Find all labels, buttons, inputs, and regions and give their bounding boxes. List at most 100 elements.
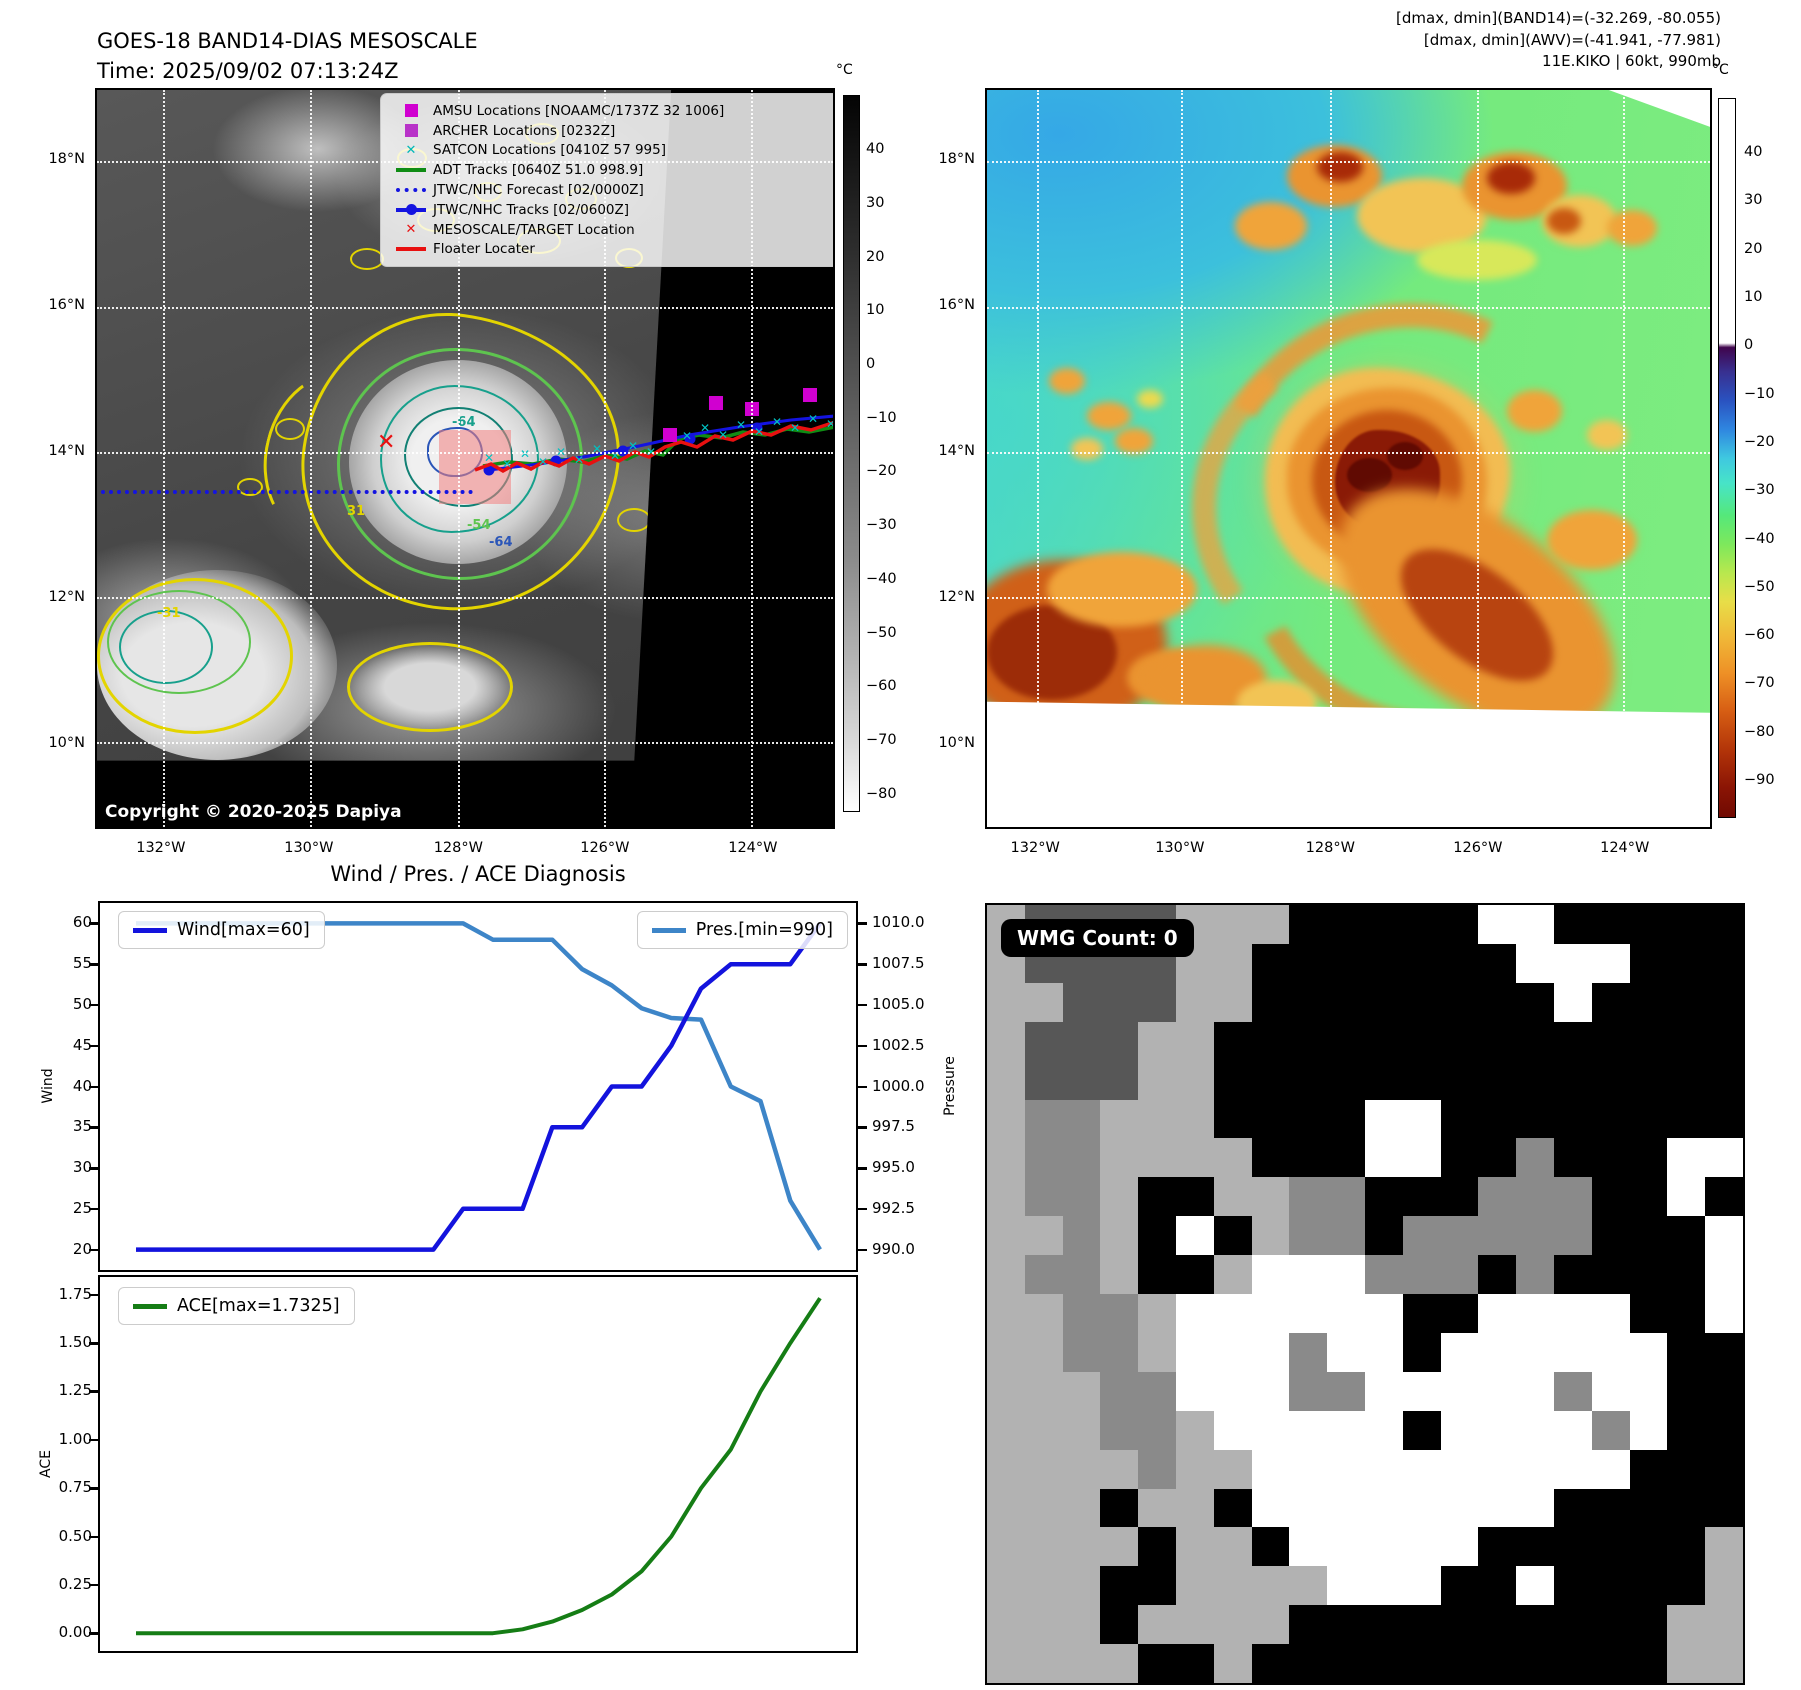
- lat-label: 12°N: [938, 588, 975, 605]
- wmg-cell: [1591, 1488, 1630, 1528]
- wmg-cell: [1100, 1566, 1139, 1606]
- gridline-lat: [97, 451, 833, 454]
- colorbar-tick: −30: [1744, 482, 1775, 499]
- dotted-legend-marker: [389, 188, 433, 193]
- wmg-cell: [1478, 1294, 1517, 1333]
- gridline-lon: [458, 90, 461, 827]
- axis-tick-label: 995.0: [872, 1158, 915, 1177]
- wmg-cell: [1024, 1255, 1063, 1294]
- colorbar-tick: −50: [1744, 578, 1775, 595]
- wmg-cell: [1705, 1138, 1743, 1178]
- legend-item: ✕ MESOSCALE/TARGET Location: [389, 220, 833, 240]
- axis-tick-label: 0.25: [58, 1574, 92, 1593]
- wmg-cell: [1440, 1605, 1479, 1645]
- legend-item: AMSU Locations [NOAAMC/1737Z 32 1006]: [389, 101, 833, 121]
- wmg-cell: [1591, 1449, 1630, 1489]
- wmg-cell: [1100, 1255, 1139, 1294]
- storm-id-intensity: 11E.KIKO | 60kt, 990mb: [1542, 52, 1721, 70]
- wmg-cell: [1213, 1644, 1252, 1683]
- wmg-cell: [1213, 1371, 1252, 1411]
- wmg-cell: [987, 1605, 1025, 1645]
- dmax-dmin-awv: [dmax, dmin](AWV)=(-41.941, -77.981): [1423, 30, 1721, 49]
- wmg-cell: [1289, 1566, 1328, 1606]
- wmg-cell: [1440, 1488, 1479, 1528]
- wmg-cell: [1705, 1410, 1743, 1450]
- cloud-blob: [1137, 390, 1163, 408]
- wmg-cell: [1138, 1605, 1176, 1645]
- wmg-cell: [1289, 1294, 1328, 1333]
- wmg-cell: [1175, 1060, 1214, 1100]
- satcon-x: ✕: [700, 421, 710, 435]
- wmg-cell: [1667, 943, 1706, 983]
- wmg-cell: [987, 1332, 1025, 1372]
- wmg-cell: [1213, 1060, 1252, 1100]
- wmg-cell: [1251, 1177, 1290, 1217]
- gridline-lon: [162, 90, 165, 827]
- wmg-cell: [1327, 943, 1365, 983]
- wmg-cell: [1667, 1449, 1706, 1489]
- wmg-cell: [1024, 1177, 1063, 1217]
- gridline-lat: [987, 597, 1710, 600]
- wmg-cell: [1516, 1138, 1554, 1178]
- wmg-cell: [1327, 1216, 1365, 1256]
- cloud-blob: [1115, 428, 1153, 454]
- contour-label: 31: [347, 504, 366, 519]
- lon-label: 124°W: [1600, 840, 1650, 856]
- axis-tick-mark: [858, 963, 867, 966]
- wmg-cell: [1251, 1644, 1290, 1683]
- wmg-cell: [1553, 1138, 1592, 1178]
- wmg-cell: [1289, 1138, 1328, 1178]
- wmg-cell: [1440, 905, 1479, 944]
- wmg-cell: [1553, 1488, 1592, 1528]
- wmg-cell: [1024, 1605, 1063, 1645]
- wmg-cell: [1175, 1371, 1214, 1411]
- wmg-cell: [1024, 1410, 1063, 1450]
- wmg-cell: [1138, 1177, 1176, 1217]
- wmg-cell: [1516, 1488, 1554, 1528]
- wmg-cell: [1138, 1371, 1176, 1411]
- wmg-cell: [1440, 1216, 1479, 1256]
- wmg-cell: [1629, 982, 1668, 1022]
- wmg-cell: [987, 1138, 1025, 1178]
- wmg-cell: [1402, 1332, 1441, 1372]
- axis-tick-mark: [89, 1003, 98, 1007]
- wmg-cell: [1553, 1099, 1592, 1139]
- gridline: [347, 642, 513, 732]
- wmg-cell: [1213, 905, 1252, 944]
- axis-tick-label: 25: [72, 1198, 92, 1217]
- wmg-cell: [1478, 943, 1517, 983]
- wmg-cell: [1100, 1099, 1139, 1139]
- wmg-cell: [1213, 1410, 1252, 1450]
- wmg-cell: [1478, 1644, 1517, 1683]
- wmg-cell: [1364, 1060, 1403, 1100]
- storm-stats-block: [dmax, dmin](BAND14)=(-32.269, -80.055) …: [1396, 8, 1721, 73]
- wmg-cell: [1062, 1488, 1101, 1528]
- gridline-lon: [1623, 90, 1626, 827]
- wmg-cell: [1364, 1605, 1403, 1645]
- axis-tick-mark: [89, 1126, 98, 1129]
- wmg-cell: [1138, 1644, 1176, 1683]
- line-dot-legend-marker: [389, 203, 433, 215]
- wmg-cell: [1705, 1488, 1743, 1528]
- wmg-cell: [1289, 1099, 1328, 1139]
- wmg-cell: [1516, 1371, 1554, 1411]
- lat-label: 18°N: [48, 150, 85, 167]
- wmg-cell: [1062, 1294, 1101, 1333]
- wmg-cell: [1553, 1294, 1592, 1333]
- cloud-blob: [1417, 240, 1537, 280]
- wmg-cell: [1591, 1099, 1630, 1139]
- wmg-cell: [1440, 1060, 1479, 1100]
- wmg-cell: [1402, 1605, 1441, 1645]
- wmg-cell: [1705, 1294, 1743, 1333]
- lon-label: 130°W: [1155, 840, 1205, 856]
- wmg-cell: [1327, 982, 1365, 1022]
- wmg-cell: [1175, 1527, 1214, 1567]
- enhanced-ir-map: [985, 88, 1712, 829]
- cloud-blob: [1071, 438, 1103, 460]
- pressure-legend-label: Pres.[min=990]: [695, 920, 833, 940]
- wmg-cell: [1175, 1449, 1214, 1489]
- wmg-cell: [1138, 1138, 1176, 1178]
- satcon-x: ✕: [610, 449, 620, 463]
- wmg-cell: [1251, 1527, 1290, 1567]
- wmg-cell: [1402, 1021, 1441, 1061]
